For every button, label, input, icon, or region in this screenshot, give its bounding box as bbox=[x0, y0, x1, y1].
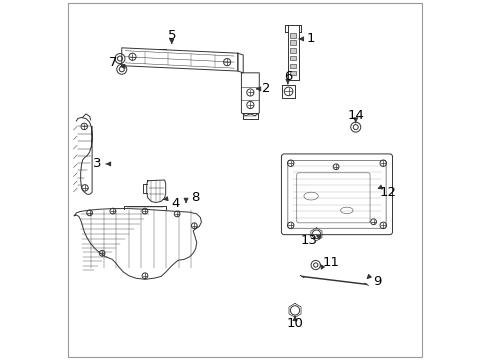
Text: 9: 9 bbox=[373, 275, 381, 288]
Text: 12: 12 bbox=[379, 186, 396, 199]
Text: 10: 10 bbox=[287, 317, 303, 330]
Bar bbox=[290, 48, 296, 53]
Text: 5: 5 bbox=[168, 29, 176, 42]
Text: 7: 7 bbox=[109, 55, 117, 69]
Text: 6: 6 bbox=[284, 70, 292, 83]
Text: 3: 3 bbox=[93, 157, 101, 170]
Text: 11: 11 bbox=[322, 256, 339, 269]
Bar bbox=[290, 33, 296, 38]
Text: 2: 2 bbox=[262, 82, 270, 95]
Text: 14: 14 bbox=[347, 109, 364, 122]
Text: 13: 13 bbox=[301, 234, 318, 247]
Bar bbox=[290, 64, 296, 68]
Bar bbox=[290, 56, 296, 60]
Bar bbox=[290, 71, 296, 75]
Text: 8: 8 bbox=[191, 192, 199, 204]
Text: 4: 4 bbox=[171, 197, 179, 210]
Text: 1: 1 bbox=[307, 32, 316, 45]
Bar bbox=[290, 40, 296, 45]
